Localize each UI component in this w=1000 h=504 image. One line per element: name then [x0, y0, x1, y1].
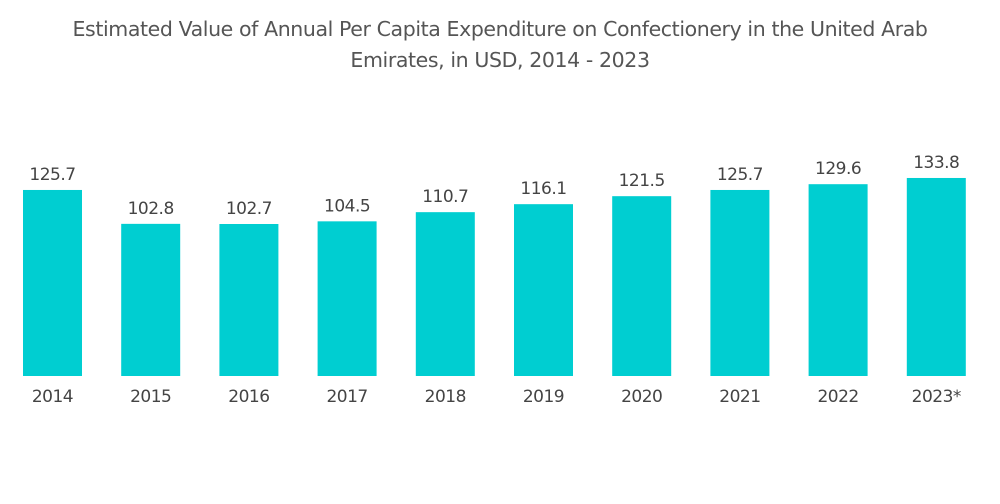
data-label-2021: 125.7 — [717, 165, 763, 185]
bar-2020 — [612, 196, 672, 376]
x-tick-label-2021: 2021 — [719, 387, 760, 407]
chart-title-line-1: Estimated Value of Annual Per Capita Exp… — [72, 17, 928, 41]
chart-title-line-2: Emirates, in USD, 2014 - 2023 — [350, 48, 650, 72]
data-label-2018: 110.7 — [422, 187, 468, 207]
bar-2022 — [808, 184, 868, 376]
x-tick-label-2017: 2017 — [326, 387, 367, 407]
x-tick-label-2018: 2018 — [425, 387, 466, 407]
bar-2014 — [23, 189, 82, 376]
data-label-2014: 125.7 — [29, 165, 75, 185]
data-label-2023: 133.8 — [913, 153, 959, 173]
x-tick-label-2022: 2022 — [817, 387, 858, 407]
bar-2015 — [121, 223, 181, 376]
data-label-2020: 121.5 — [619, 171, 665, 191]
bar-2021 — [710, 189, 770, 376]
x-tick-label-2016: 2016 — [228, 387, 269, 407]
x-tick-label-2023: 2023* — [912, 387, 961, 407]
bar-2019 — [514, 204, 573, 376]
bar-2017 — [317, 221, 377, 376]
x-tick-label-2020: 2020 — [621, 387, 662, 407]
x-tick-label-2014: 2014 — [32, 387, 73, 407]
bar-2023 — [906, 177, 966, 376]
chart-title: Estimated Value of Annual Per Capita Exp… — [0, 14, 1000, 76]
x-tick-label-2015: 2015 — [130, 387, 171, 407]
data-label-2016: 102.7 — [226, 199, 272, 219]
data-label-2019: 116.1 — [520, 179, 566, 199]
data-label-2022: 129.6 — [815, 159, 861, 179]
bar-2018 — [415, 212, 475, 376]
x-tick-label-2019: 2019 — [523, 387, 564, 407]
data-label-2015: 102.8 — [128, 199, 174, 219]
data-label-2017: 104.5 — [324, 196, 370, 216]
bar-2016 — [219, 224, 279, 376]
